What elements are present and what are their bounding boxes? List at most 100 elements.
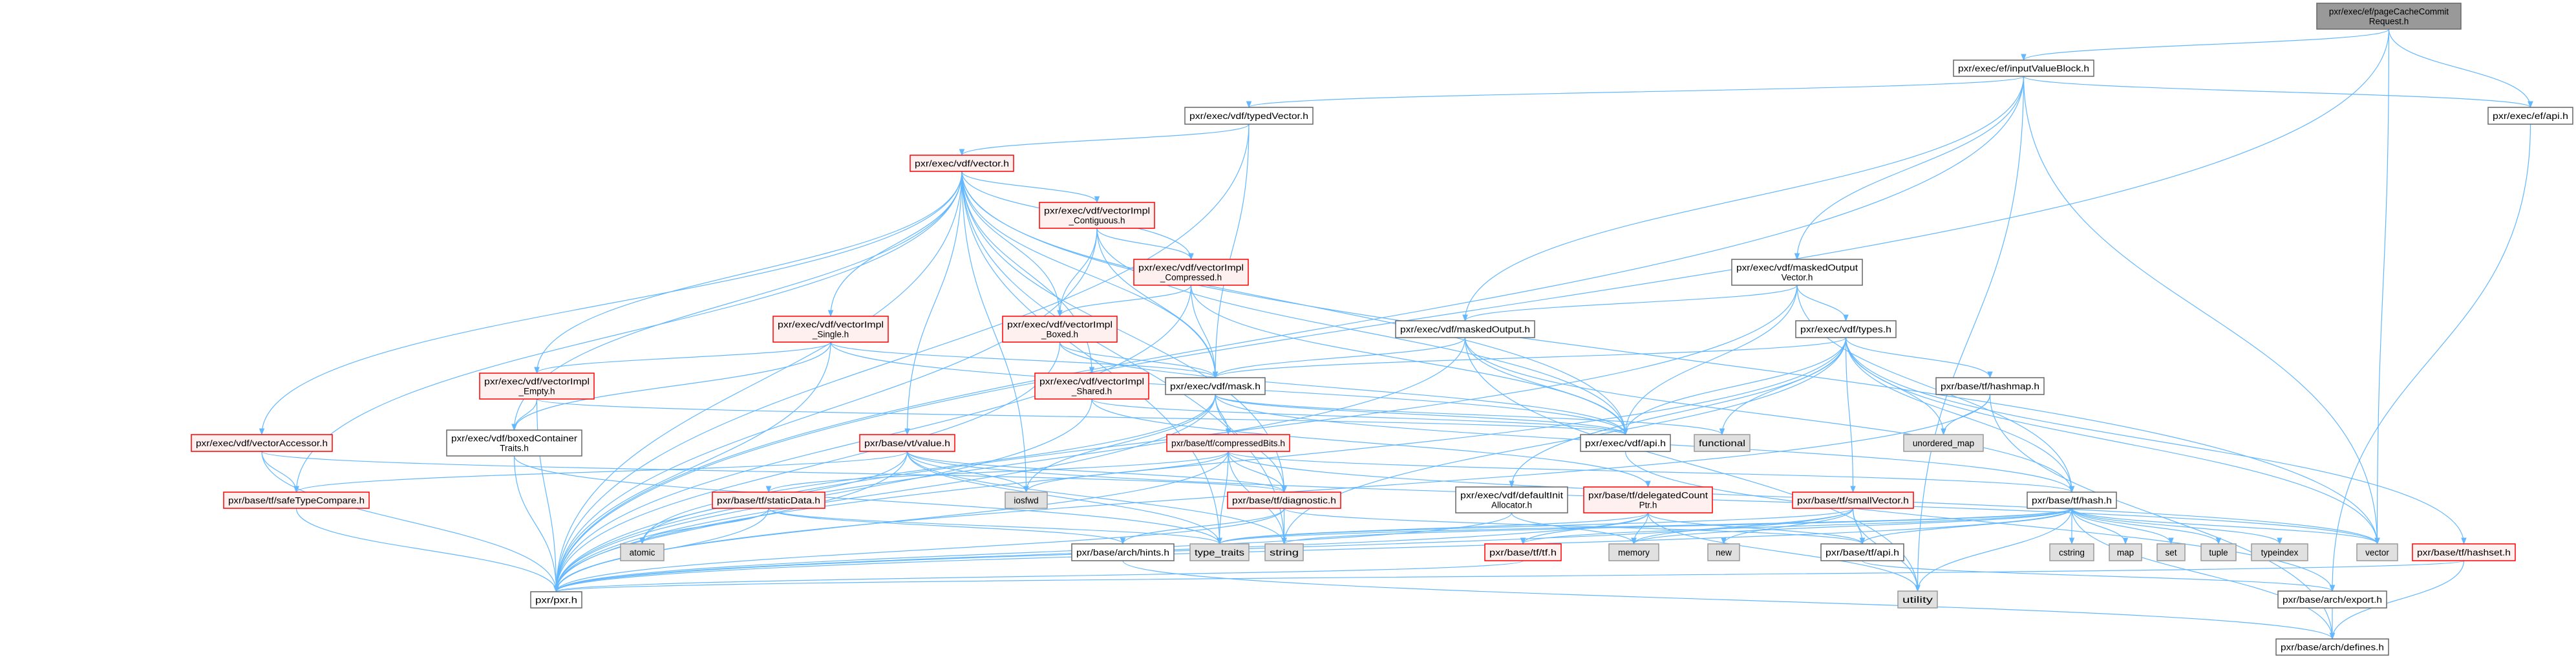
edge-contiguous-to-vdfApi [1096,228,1628,436]
node-tfApi[interactable]: pxr/base/tf/api.h [1820,543,1904,561]
node-box [1184,107,1314,125]
node-label: typeindex [2261,548,2299,557]
edge-boxed-to-vdfApi [1059,341,1628,436]
edge-single-to-boxedTraits [511,341,831,431]
node-label: atomic [630,548,655,557]
node-hashmap[interactable]: pxr/base/tf/hashmap.h [1935,377,2045,395]
node-box [620,543,665,561]
edge-value-to-safeTypeCompare [293,451,908,493]
node-map: map [2109,543,2142,561]
node-box [2487,107,2573,125]
node-empty[interactable]: pxr/exec/vdf/vectorImpl_Empty.h [479,373,595,400]
node-compressed[interactable]: pxr/exec/vdf/vectorImpl_Compressed.h [1133,259,1249,286]
node-box [1795,320,1897,338]
node-boxed[interactable]: pxr/exec/vdf/vectorImpl_Boxed.h [1002,316,1118,343]
node-mask[interactable]: pxr/exec/vdf/mask.h [1165,377,1266,395]
node-label: pxr/exec/vdf/typedVector.h [1189,111,1308,121]
node-new: new [1707,543,1740,561]
edge-diagnostic-to-tfApi [1283,508,1866,545]
node-value[interactable]: pxr/base/vt/value.h [859,434,955,452]
node-inputValueBlock[interactable]: pxr/exec/ef/inputValueBlock.h [1953,59,2094,77]
node-hints[interactable]: pxr/base/arch/hints.h [1071,543,1175,561]
node-hash[interactable]: pxr/base/tf/hash.h [2027,492,2117,509]
node-vdfApi[interactable]: pxr/exec/vdf/api.h [1580,434,1671,452]
node-types[interactable]: pxr/exec/vdf/types.h [1795,320,1897,338]
edge-vectorAccessor-to-safeTypeCompare [261,451,299,493]
edge-maskedOutputVector-to-maskedOutput [1462,285,1798,322]
node-label: _Boxed.h [1041,330,1078,340]
edge-hints-to-defines [1122,560,2336,640]
edge-inputValueBlock-to-maskedOutputVector [1794,76,2025,261]
node-safeTypeCompare[interactable]: pxr/base/tf/safeTypeCompare.h [223,492,370,509]
node-label: pxr/base/arch/export.h [2283,595,2382,605]
node-label: pxr/base/tf/delegatedCount [1588,491,1708,501]
edge-hash-to-typeTraits [1217,508,2072,545]
node-box [1034,373,1149,400]
node-efApi[interactable]: pxr/exec/ef/api.h [2487,107,2573,125]
edge-mask-to-iosfwd [1023,394,1216,493]
node-box [1264,543,1304,561]
node-label: utility [1902,595,1933,605]
node-memory: memory [1608,543,1659,561]
node-vectorAccessor[interactable]: pxr/exec/vdf/vectorAccessor.h [191,434,333,452]
node-label: pxr/exec/vdf/vectorImpl [1044,206,1150,216]
edge-pageCache-to-pxr [553,28,2390,593]
node-box [1731,259,1863,286]
node-utility: utility [1897,590,1938,609]
edge-value-to-string [906,451,1287,545]
node-defines[interactable]: pxr/base/arch/defines.h [2275,638,2389,656]
node-label: pxr/pxr.h [535,596,577,605]
node-compressedBits[interactable]: pxr/base/tf/compressedBits.h [1166,434,1290,452]
node-tfH[interactable]: pxr/base/tf/tf.h [1484,543,1562,561]
node-label: pxr/base/tf/diagnostic.h [1232,496,1336,506]
node-box [1133,259,1249,286]
node-label: iosfwd [1014,496,1038,506]
node-single[interactable]: pxr/exec/vdf/vectorImpl_Single.h [772,316,889,343]
node-maskedOutput[interactable]: pxr/exec/vdf/maskedOutput.h [1395,320,1535,338]
node-box [1953,59,2094,77]
node-label: tuple [2209,548,2228,557]
node-label: pxr/exec/vdf/boxedContainer [451,434,578,444]
edge-vectorH-to-iosfwd [961,171,1029,493]
node-shared[interactable]: pxr/exec/vdf/vectorImpl_Shared.h [1034,373,1149,400]
node-box [2200,543,2237,561]
edge-mask-to-functional [1215,394,1725,436]
edge-typedVector-to-pxr [553,124,1250,593]
node-staticData[interactable]: pxr/base/tf/staticData.h [712,492,825,509]
node-export[interactable]: pxr/base/arch/export.h [2277,590,2387,609]
edge-hash-to-set [2071,508,2174,545]
edge-inputValueBlock-to-typedVector [1246,76,2025,109]
node-box [1580,434,1671,452]
node-hashset[interactable]: pxr/base/tf/hashset.h [2412,543,2516,561]
edge-types-to-smallVector [1845,337,1856,493]
edge-hash-to-utility [1915,508,2072,592]
node-pxr[interactable]: pxr/pxr.h [530,591,582,609]
node-label: pxr/base/tf/hashmap.h [1941,382,2039,391]
node-typedVector[interactable]: pxr/exec/vdf/typedVector.h [1184,107,1314,125]
edge-vectorH-to-string [961,171,1287,545]
node-label: pxr/base/tf/staticData.h [717,496,820,506]
node-diagnostic[interactable]: pxr/base/tf/diagnostic.h [1227,492,1341,509]
edge-hash-to-tuple [2071,508,2222,545]
node-label: memory [1618,548,1650,557]
node-smallVector[interactable]: pxr/base/tf/smallVector.h [1792,492,1914,509]
edge-smallVector-to-typeTraits [1217,508,1854,545]
node-box [1484,543,1562,561]
edge-types-to-vdfApi [1623,337,1847,436]
edge-hash-to-tfApi [1859,508,2072,545]
node-contiguous[interactable]: pxr/exec/vdf/vectorImpl_Contiguous.h [1039,202,1155,229]
edge-layer [259,28,2533,640]
node-vectorH[interactable]: pxr/exec/vdf/vector.h [910,155,1014,172]
node-label: pxr/exec/vdf/vectorImpl [1039,377,1144,387]
edge-vectorH-to-boxed [961,171,1063,318]
node-box [2156,543,2186,561]
node-label: pxr/base/tf/safeTypeCompare.h [228,496,365,506]
edge-staticData-to-atomic [639,508,769,545]
edge-vectorH-to-vectorAccessor [259,171,963,436]
node-box [1903,434,1984,452]
